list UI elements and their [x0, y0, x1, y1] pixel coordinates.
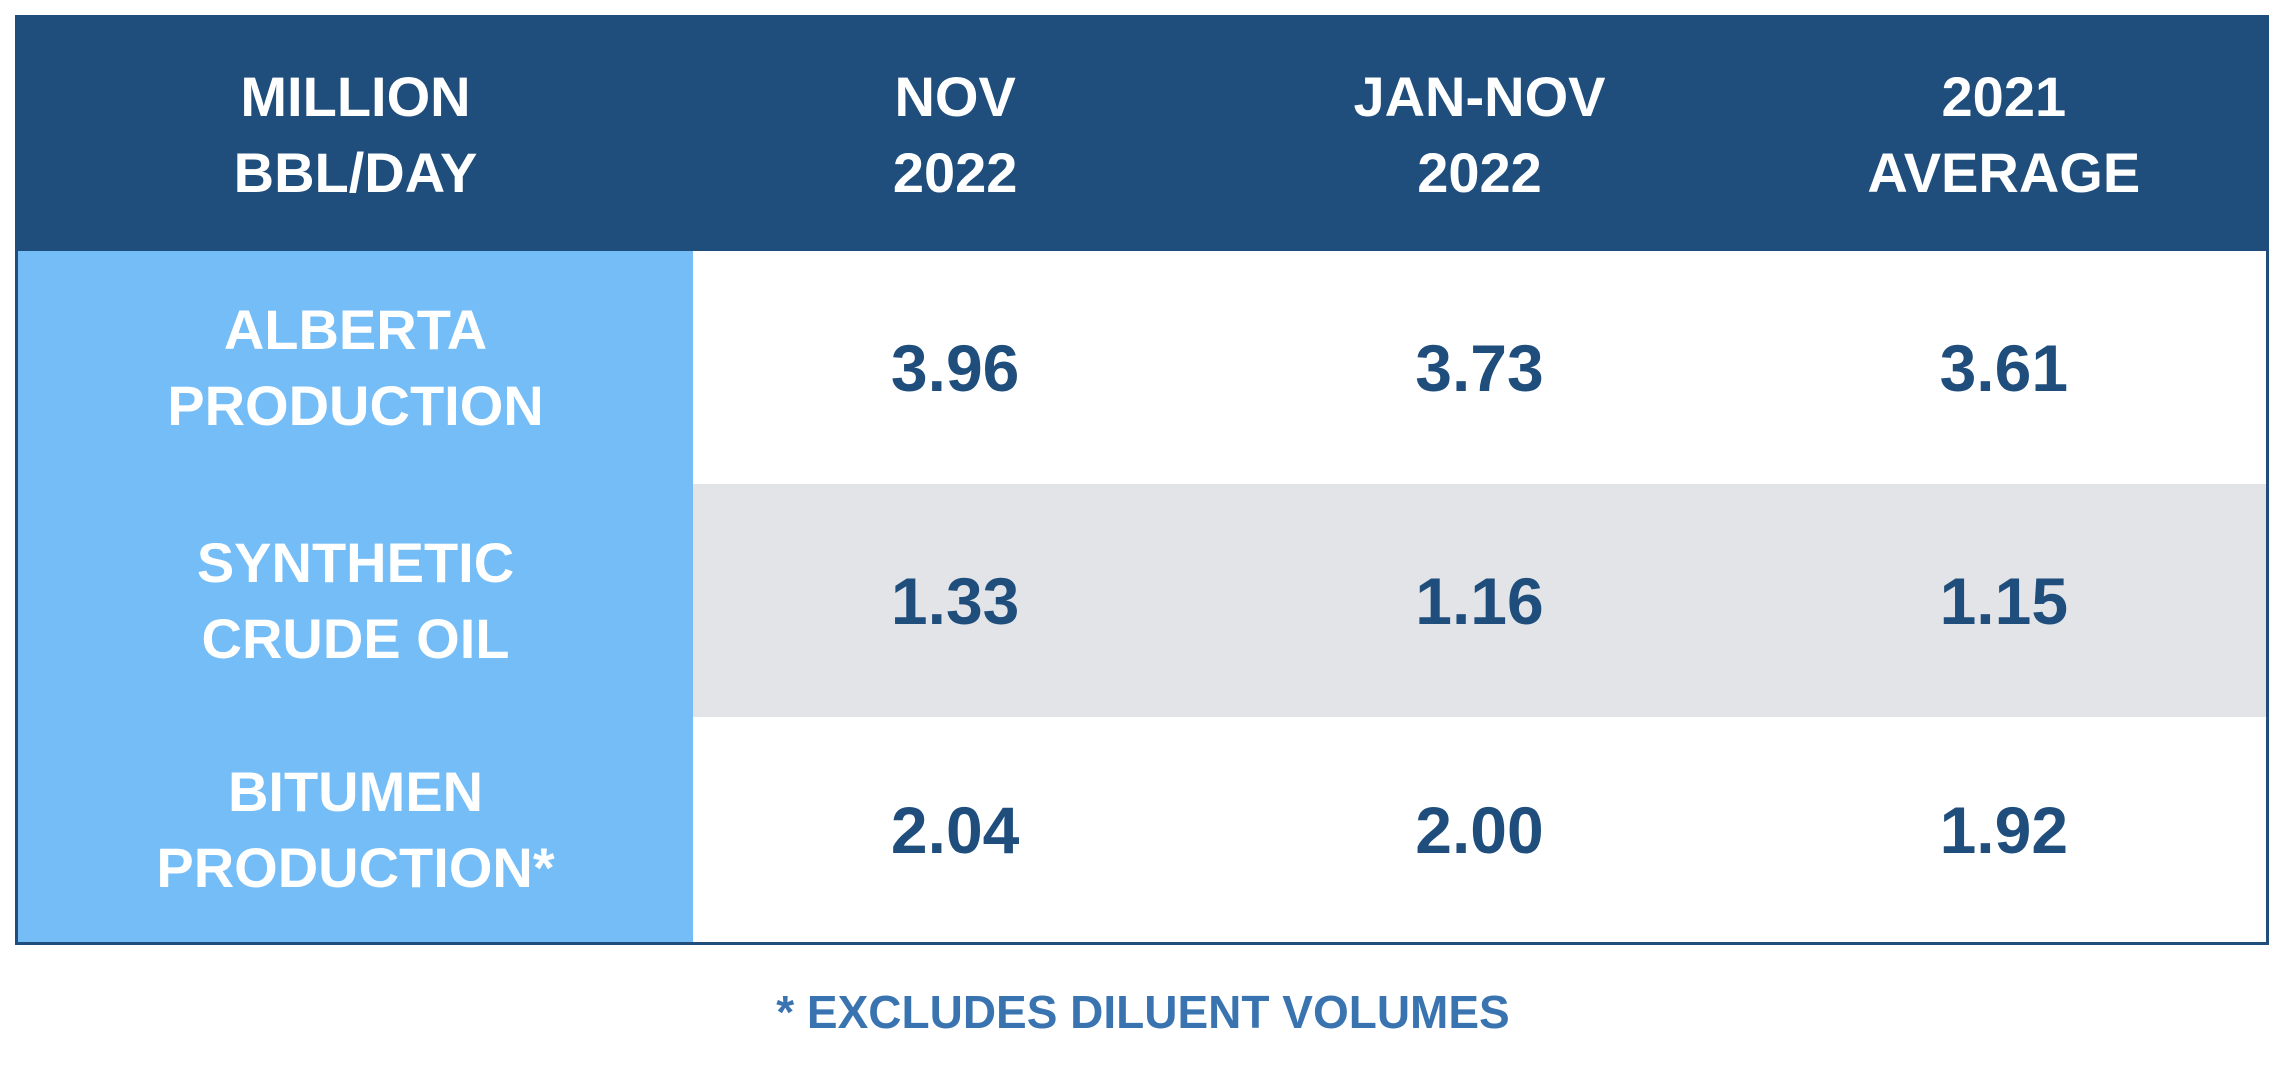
value-text: 3.96 — [890, 330, 1020, 405]
value-cell: 2.00 — [1217, 717, 1741, 942]
header-text: MILLION — [240, 64, 471, 128]
header-text: 2022 — [892, 140, 1018, 204]
value-cell: 3.61 — [1742, 251, 2266, 484]
value-text: 1.15 — [1939, 563, 2069, 638]
value-cell: 3.96 — [693, 251, 1217, 484]
row-label: ALBERTA PRODUCTION — [18, 251, 693, 484]
row-label-text: PRODUCTION* — [156, 835, 555, 899]
value-text: 3.61 — [1939, 330, 2069, 405]
value-cell: 3.73 — [1217, 251, 1741, 484]
row-label-text: PRODUCTION — [167, 373, 544, 437]
row-label-text: ALBERTA — [223, 297, 488, 361]
row-label-text: SYNTHETIC — [196, 530, 515, 594]
header-text: BBL/DAY — [233, 140, 478, 204]
value-text: 1.16 — [1415, 563, 1544, 638]
row-label-text: BITUMEN — [227, 759, 484, 823]
value-cell: 2.04 — [693, 717, 1217, 942]
value-text: 1.92 — [1939, 792, 2069, 867]
footnote: * EXCLUDES DILUENT VOLUMES — [776, 986, 1510, 1038]
header-text: JAN-NOV — [1353, 64, 1606, 128]
value-cell: 1.16 — [1217, 484, 1742, 717]
value-cell: 1.15 — [1741, 484, 2266, 717]
header-cell: 2021 AVERAGE — [1741, 18, 2266, 251]
value-text: 3.73 — [1415, 330, 1544, 405]
value-cell: 1.92 — [1742, 717, 2266, 942]
data-table: MILLION BBL/DAY NOV 2022 JAN-NOV 2022 2021 AVER… — [15, 15, 2269, 945]
header-text: 2022 — [1417, 140, 1542, 204]
row-label: BITUMEN PRODUCTION* — [18, 717, 693, 942]
header-text: 2021 — [1941, 64, 2067, 128]
row-label: SYNTHETIC CRUDE OIL — [18, 484, 693, 717]
row-label-text: CRUDE OIL — [201, 606, 510, 670]
header-cell: JAN-NOV 2022 — [1217, 18, 1742, 251]
header-text: AVERAGE — [1867, 140, 2141, 204]
header-text: NOV — [894, 64, 1016, 128]
header-cell: MILLION BBL/DAY — [18, 18, 693, 251]
value-text: 2.00 — [1415, 792, 1544, 867]
header-cell: NOV 2022 — [693, 18, 1218, 251]
value-text: 1.33 — [890, 563, 1020, 638]
value-text: 2.04 — [890, 792, 1020, 867]
value-cell: 1.33 — [693, 484, 1218, 717]
